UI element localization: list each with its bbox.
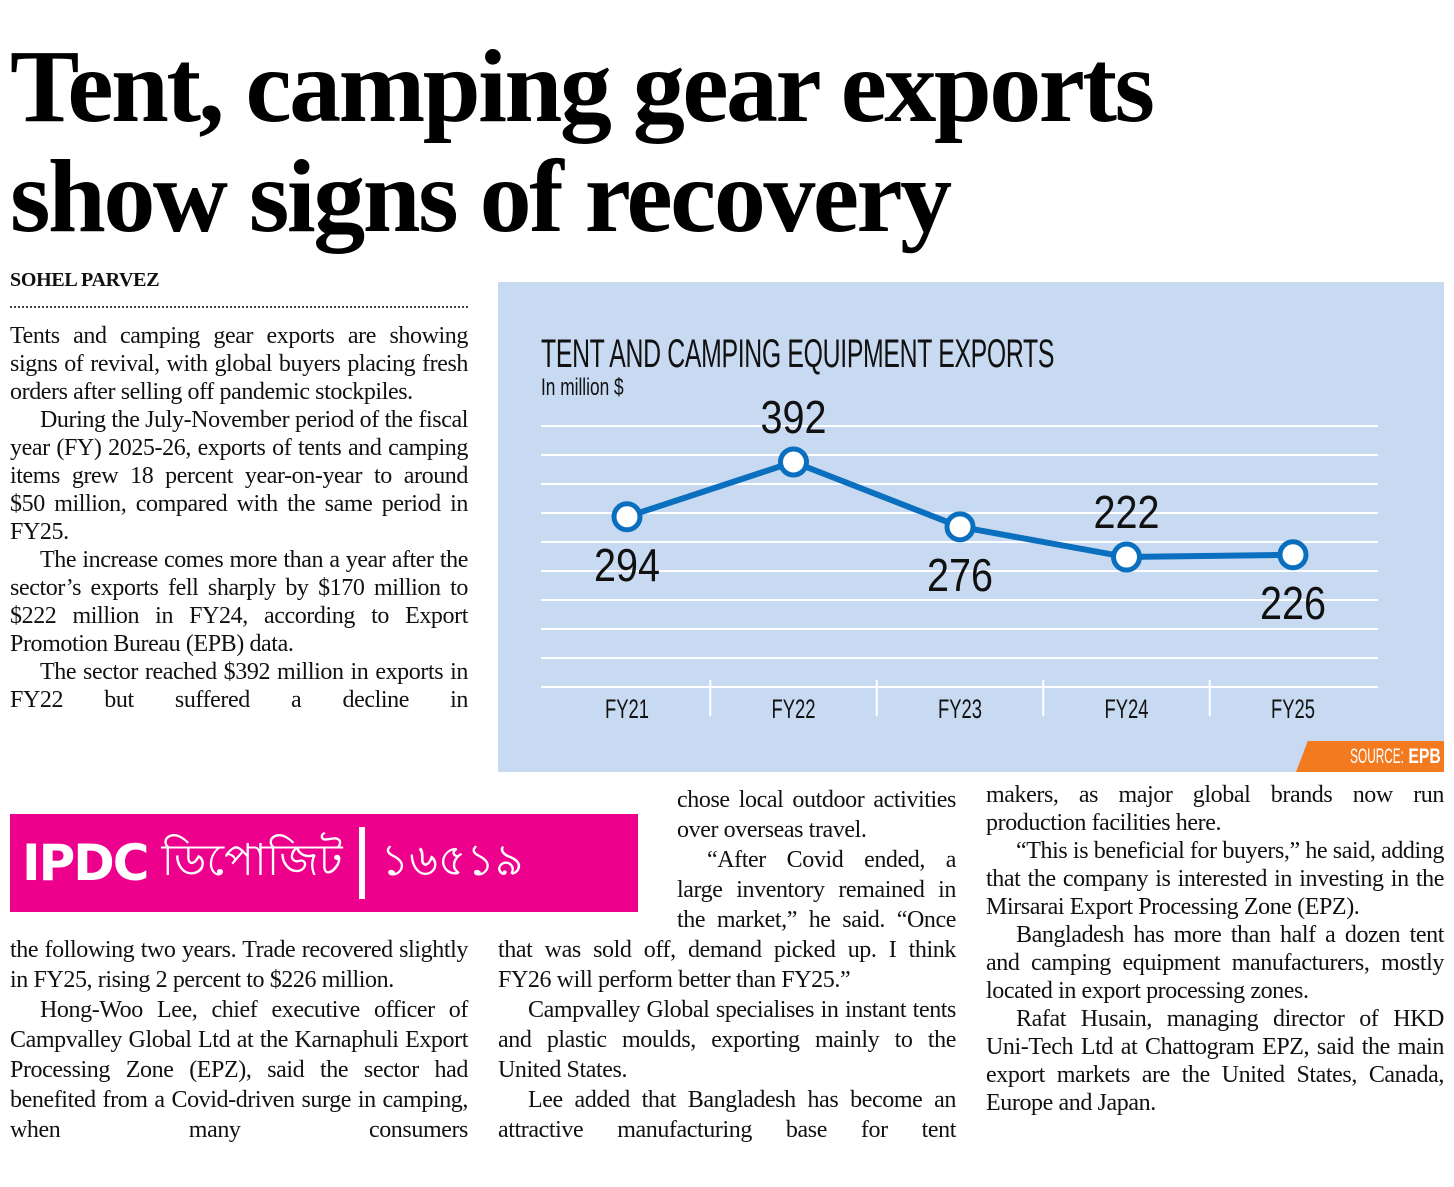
source-label: SOURCE: bbox=[1350, 745, 1404, 768]
paragraph: Rafat Husain, managing director of HKD U… bbox=[986, 1006, 1444, 1116]
x-tick-label: FY23 bbox=[938, 694, 982, 724]
article-column-3: makers, as major global brands now run p… bbox=[986, 781, 1444, 1117]
paragraph: Tents and camping gear exports are showi… bbox=[10, 323, 468, 405]
ad-number: ১৬৫১৯ bbox=[380, 834, 524, 886]
paragraph: Bangladesh has more than half a dozen te… bbox=[986, 922, 1444, 1004]
paragraph: The sector reached $392 million in expor… bbox=[10, 659, 468, 713]
paragraph: Lee added that Bangladesh has become an … bbox=[498, 1087, 956, 1143]
data-point bbox=[611, 501, 643, 533]
chart-plot: 294 FY21 392 FY22 276 FY23 222 FY24 226 FY25 bbox=[541, 391, 1378, 724]
article-column-1-bottom: the following two years. Trade recovered… bbox=[10, 935, 468, 1145]
paragraph: “After Covid ended, a large inventory re… bbox=[498, 847, 956, 993]
paragraph: chose local outdoor activities over over… bbox=[677, 787, 956, 843]
paragraph: The increase comes more than a year afte… bbox=[10, 547, 468, 657]
paragraph: makers, as major global brands now run p… bbox=[986, 782, 1444, 836]
paragraph: During the July-November period of the f… bbox=[10, 407, 468, 545]
headline: Tent, camping gear exports show signs of… bbox=[10, 29, 1155, 254]
ipdc-advertisement[interactable]: IPDC ডিপোজিট ১৬৫১৯ bbox=[10, 814, 638, 912]
chart-subtitle: In million $ bbox=[541, 374, 624, 401]
source-badge: SOURCE: EPB bbox=[1296, 741, 1444, 772]
ad-wrap-spacer bbox=[498, 785, 677, 933]
ad-bengali-text: ডিপোজিট bbox=[161, 834, 343, 886]
data-label: 392 bbox=[761, 391, 827, 443]
data-label: 222 bbox=[1094, 486, 1160, 538]
x-tick-label: FY24 bbox=[1105, 694, 1149, 724]
data-point bbox=[1111, 541, 1142, 573]
x-tick-label: FY25 bbox=[1271, 694, 1315, 724]
headline-line-2: show signs of recovery bbox=[10, 139, 952, 254]
data-point bbox=[1277, 539, 1309, 571]
divider bbox=[10, 306, 468, 308]
data-label: 294 bbox=[594, 539, 660, 591]
paragraph: Hong-Woo Lee, chief executive officer of… bbox=[10, 997, 468, 1143]
x-tick-label: FY21 bbox=[605, 694, 649, 724]
paragraph: Campvalley Global specialises in instant… bbox=[498, 997, 956, 1083]
paragraph: “This is beneficial for buyers,” he said… bbox=[986, 838, 1444, 920]
x-tick-label: FY22 bbox=[772, 694, 816, 724]
source-name: EPB bbox=[1408, 745, 1441, 768]
byline: SOHEL PARVEZ bbox=[10, 269, 160, 291]
ad-brand: IPDC bbox=[22, 834, 149, 892]
ad-separator bbox=[358, 827, 365, 899]
article-column-2: chose local outdoor activities over over… bbox=[498, 785, 956, 1145]
article-column-1-top: Tents and camping gear exports are showi… bbox=[10, 322, 468, 714]
data-point bbox=[778, 446, 809, 478]
chart-title: TENT AND CAMPING EQUIPMENT EXPORTS bbox=[541, 332, 1055, 376]
data-label: 226 bbox=[1260, 577, 1326, 629]
paragraph: the following two years. Trade recovered… bbox=[10, 937, 468, 993]
headline-line-1: Tent, camping gear exports bbox=[10, 29, 1155, 144]
data-point bbox=[944, 511, 976, 543]
data-label: 276 bbox=[927, 549, 993, 601]
exports-chart: TENT AND CAMPING EQUIPMENT EXPORTS In mi… bbox=[498, 282, 1444, 772]
